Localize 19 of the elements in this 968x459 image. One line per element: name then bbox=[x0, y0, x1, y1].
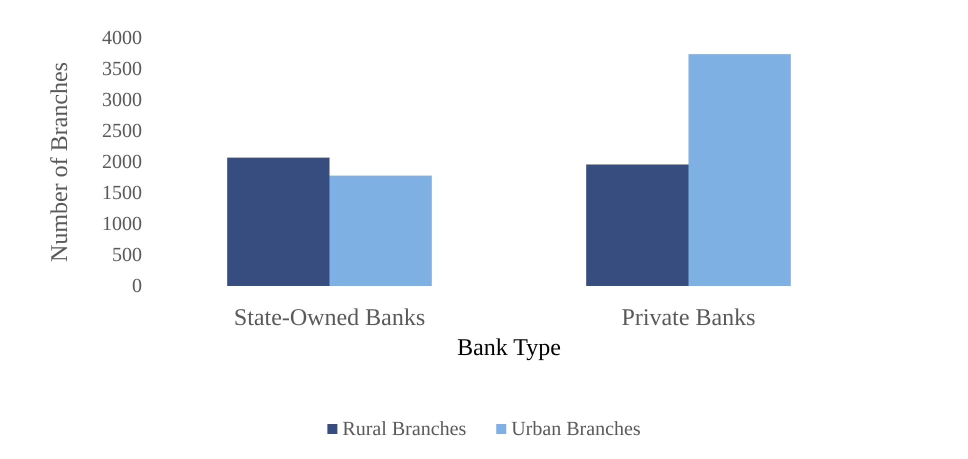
legend-label: Urban Branches bbox=[511, 418, 641, 440]
x-tick-label: Private Banks bbox=[622, 305, 756, 331]
bar bbox=[227, 158, 330, 286]
y-tick-label: 0 bbox=[132, 275, 142, 297]
y-tick-label: 1000 bbox=[102, 213, 142, 235]
legend-label: Rural Branches bbox=[342, 418, 466, 440]
y-tick-label: 3500 bbox=[102, 58, 142, 80]
x-tick-label: State-Owned Banks bbox=[234, 305, 426, 331]
y-tick-label: 2000 bbox=[102, 151, 142, 173]
y-axis-title: Number of Branches bbox=[47, 62, 73, 262]
bar bbox=[330, 176, 432, 286]
y-tick-label: 2500 bbox=[102, 120, 142, 142]
bar bbox=[688, 54, 791, 286]
y-tick-label: 1500 bbox=[102, 182, 142, 204]
x-axis-title: Bank Type bbox=[457, 335, 561, 361]
y-tick-label: 3000 bbox=[102, 89, 142, 111]
y-tick-label: 4000 bbox=[102, 27, 142, 49]
y-tick-label: 500 bbox=[112, 244, 142, 266]
bar bbox=[586, 164, 688, 286]
